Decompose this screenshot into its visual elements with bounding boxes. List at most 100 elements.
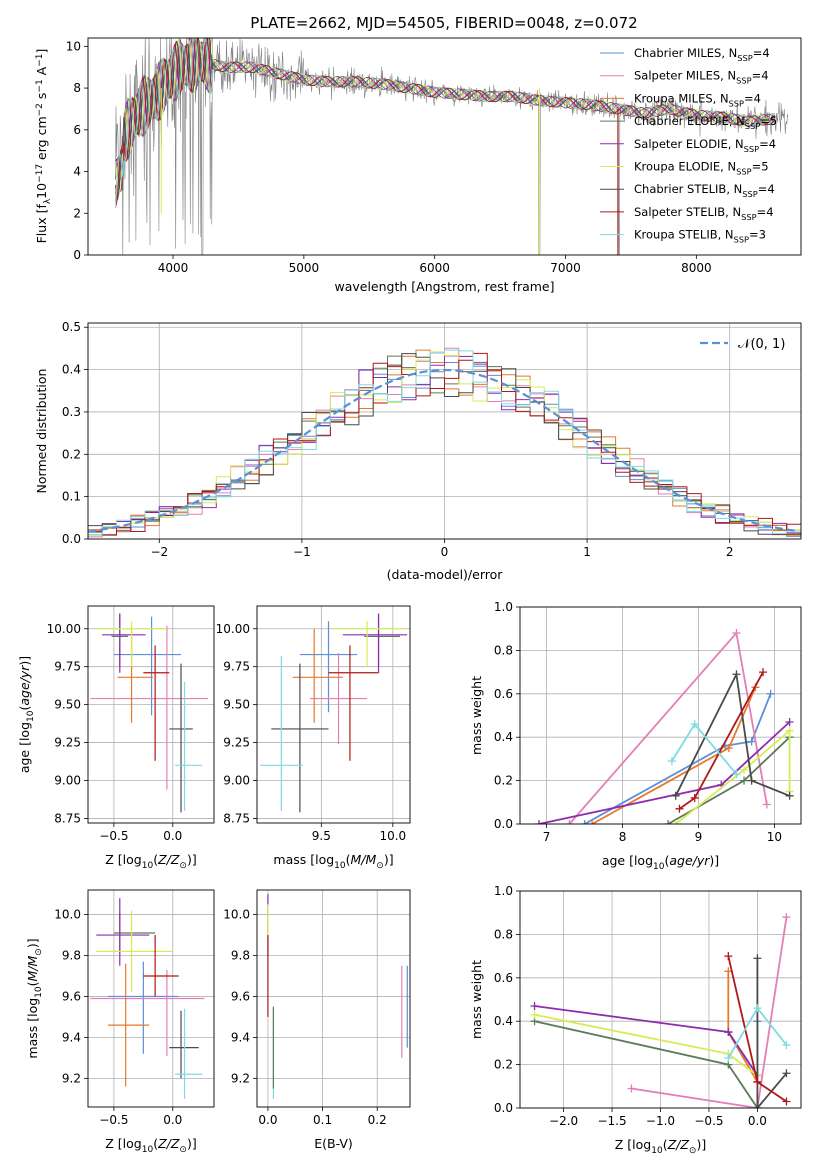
legend-label-kroupa_elodie: Kroupa ELODIE, NSSP=5: [634, 160, 769, 177]
axes-frame: [256, 889, 411, 1108]
x-tick-label: 0.0: [163, 829, 182, 843]
hist-kroupa_stelib: [88, 349, 801, 536]
legend-label-kroupa_miles: Kroupa MILES, NSSP=4: [634, 91, 761, 108]
x-tick-label: 7: [543, 830, 551, 844]
x-tick-label: 7000: [550, 261, 581, 275]
x-tick-label: −0.5: [694, 1114, 723, 1128]
plot-area: [90, 898, 205, 1099]
x-tick-label: 0.0: [258, 1113, 277, 1127]
series-marker-chabrier_miles: [580, 820, 589, 824]
y-tick-label: 9.2: [231, 1071, 250, 1085]
y-tick-label: 8: [73, 81, 81, 95]
spectrum-model-kroupa_stelib: [115, 38, 775, 207]
spectrum-model-chabrier_stelib: [115, 38, 776, 200]
spectrum-model-salpeter_stelib: [115, 38, 776, 206]
plot-area: [115, 38, 789, 255]
axes-frame: [87, 322, 802, 540]
series-marker-salpeter_elodie: [724, 1028, 733, 1037]
y-tick-label: 0.2: [62, 447, 81, 461]
y-tick-label: 1.0: [494, 884, 513, 898]
plot-area: [88, 347, 801, 538]
x-tick-label: −1.5: [597, 1114, 626, 1128]
y-axis-label: Flux [fλ10−17 erg cm−2 s−1 A−1]: [34, 49, 53, 244]
hist-kroupa_miles: [88, 349, 801, 537]
axes-frame: [87, 889, 215, 1108]
series-marker-salpeter_elodie: [785, 718, 794, 727]
y-tick-label: 10.00: [47, 622, 81, 636]
y-tick-label: 2: [73, 206, 81, 220]
y-tick-label: 10.00: [216, 622, 250, 636]
y-axis-label: age [log10(age/yr)]: [17, 656, 36, 773]
series-line-chabrier_miles: [727, 1021, 759, 1079]
y-tick-label: 0.8: [494, 927, 513, 941]
series-line-salpeter_miles: [631, 916, 788, 1108]
series-line-kroupa_elodie: [675, 728, 791, 824]
series-marker-kroupa_elodie: [740, 765, 749, 774]
series-marker-salpeter_stelib: [759, 668, 768, 677]
series-line-chabrier_stelib: [674, 671, 790, 797]
x-tick-label: 0: [441, 545, 449, 559]
y-tick-label: 0.0: [62, 532, 81, 546]
y-tick-label: 9.4: [231, 1030, 250, 1044]
x-tick-label: 0.2: [368, 1113, 387, 1127]
plot-mass_weight_vs_z: −2.0 −1.5 −1.0 −0.5 0.0 0.0 0.2 0.4 0.6 0.8 1.0 Z […: [469, 884, 802, 1156]
x-tick-label: −2: [150, 545, 168, 559]
y-tick-label: 0.3: [62, 405, 81, 419]
series-marker-chabrier_elodie: [740, 776, 749, 785]
y-tick-label: 1.0: [494, 600, 513, 614]
plot-residuals: −2 −1 0 1 2 0.0 0.1 0.2 0.3 0.4 0.5 (data-model)/er…: [34, 320, 802, 582]
y-tick-label: 0.1: [62, 490, 81, 504]
plot-age_vs_z: −0.5 0.0 8.75 9.00 9.25 9.50 9.75 10.00 Z [log10…: [17, 605, 215, 871]
y-tick-label: 0.0: [494, 1101, 513, 1115]
y-tick-label: 4: [73, 165, 81, 179]
y-tick-label: 10.0: [223, 908, 250, 922]
y-tick-label: 9.75: [223, 660, 250, 674]
figure-title: PLATE=2662, MJD=54505, FIBERID=0048, z=0…: [250, 14, 637, 32]
x-tick-label: 9: [695, 830, 703, 844]
series-marker-kroupa_stelib: [753, 1004, 762, 1013]
legend-label-normal: 𝒩(0, 1): [738, 337, 785, 352]
series-marker-salpeter_elodie: [534, 820, 543, 824]
series-marker-kroupa_elodie: [785, 726, 794, 735]
x-tick-label: 2: [726, 545, 734, 559]
x-tick-label: 0.0: [163, 1113, 182, 1127]
legend-label-chabrier_miles: Chabrier MILES, NSSP=4: [634, 46, 770, 63]
series-marker-kroupa_miles: [724, 744, 733, 753]
y-tick-label: 8.75: [223, 811, 250, 825]
axes-frame: [87, 37, 802, 256]
axes-frame: [256, 605, 411, 824]
plot-mass_weight_vs_age: 7 8 9 10 0.0 0.2 0.4 0.6 0.8 1.0 age [log10(age/yr…: [469, 600, 802, 872]
y-tick-label: 0.5: [62, 320, 81, 334]
y-tick-label: 0.6: [494, 687, 513, 701]
series-marker-salpeter_stelib: [724, 952, 733, 961]
x-axis-label: E(B-V): [314, 1136, 353, 1151]
axes-frame: [87, 605, 215, 824]
y-tick-label: 9.6: [62, 989, 81, 1003]
y-tick-label: 9.8: [231, 949, 250, 963]
plot-mass_vs_z: −0.5 0.0 9.2 9.4 9.6 9.8 10.0 Z [log10(Z/Z⊙)] ma…: [25, 889, 215, 1155]
y-axis-label: mass weight: [469, 676, 484, 755]
y-tick-label: 9.75: [54, 660, 81, 674]
series-marker-salpeter_miles: [565, 820, 574, 824]
series-marker-salpeter_stelib: [753, 1077, 762, 1086]
series-marker-chabrier_stelib: [747, 776, 756, 785]
legend-label-chabrier_elodie: Chabrier ELODIE, NSSP=5: [634, 114, 777, 131]
x-tick-label: −0.5: [99, 1113, 128, 1127]
x-tick-label: −1.0: [646, 1114, 675, 1128]
y-tick-label: 0: [73, 248, 81, 262]
series-marker-salpeter_miles: [627, 1084, 636, 1093]
series-marker-kroupa_stelib: [667, 757, 676, 766]
series-marker-chabrier_miles: [766, 689, 775, 698]
x-axis-label: Z [log10(Z/Z⊙)]: [105, 1136, 196, 1155]
x-tick-label: 1: [583, 545, 591, 559]
x-tick-label: 5000: [289, 261, 320, 275]
y-tick-label: 9.00: [223, 774, 250, 788]
legend-label-kroupa_stelib: Kroupa STELIB, NSSP=3: [634, 228, 766, 245]
y-tick-label: 0.0: [494, 817, 513, 831]
x-axis-label: age [log10(age/yr)]: [602, 853, 719, 872]
y-tick-label: 9.50: [54, 698, 81, 712]
spectrum-legend: Chabrier MILES, NSSP=4 Salpeter MILES, NS…: [600, 46, 777, 245]
y-axis-label: Normed distribution: [34, 369, 49, 494]
plot-area: [259, 613, 408, 813]
